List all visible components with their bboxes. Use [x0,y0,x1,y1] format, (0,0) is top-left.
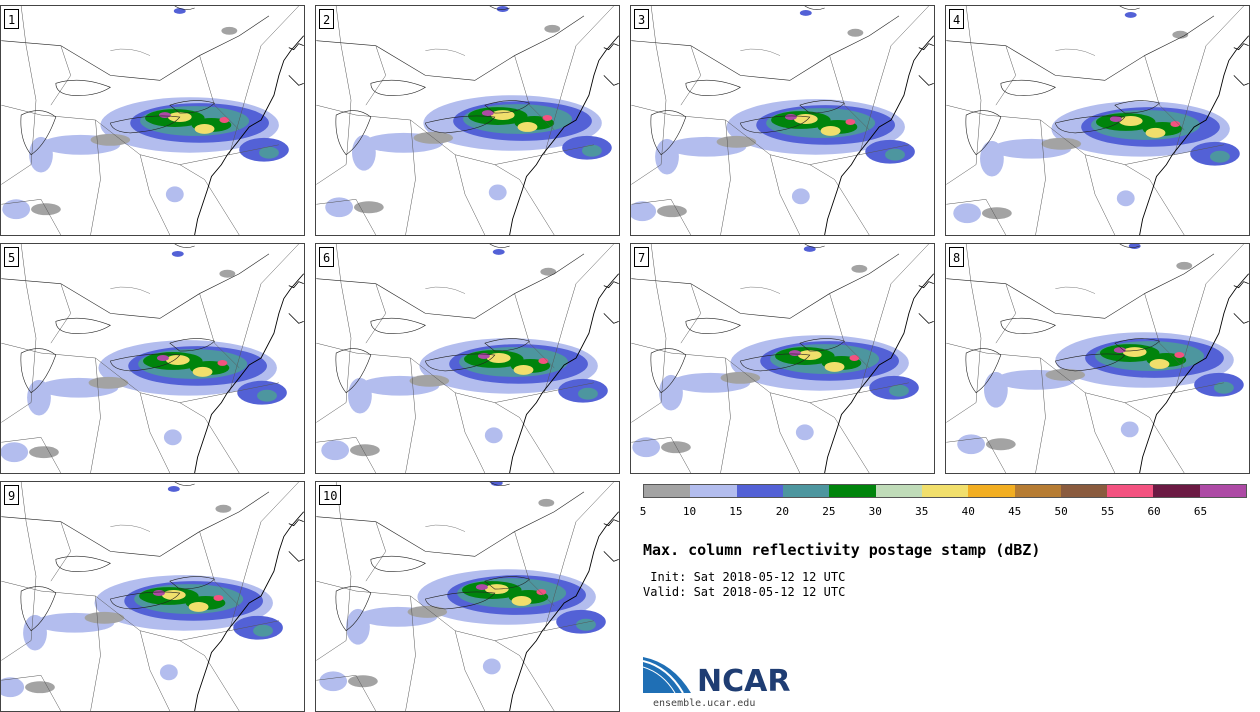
ensemble-member-panel: 7 [630,243,935,474]
colorbar-segment [1153,485,1200,497]
colorbar-segment [1107,485,1154,497]
ensemble-member-panel: 3 [630,5,935,236]
colorbar-tick: 5 [639,505,647,518]
member-number-label: 9 [4,485,20,505]
colorbar-tick: 35 [915,505,929,518]
colorbar-tick: 15 [729,505,743,518]
figure-title: Max. column reflectivity postage stamp (… [643,541,1041,559]
ensemble-member-panel: 2 [315,5,620,236]
ensemble-member-panel: 9 [0,481,305,712]
colorbar-segment [829,485,876,497]
member-number-label: 10 [319,485,342,505]
colorbar-segment [690,485,737,497]
colorbar-segment [1199,485,1247,497]
member-number-label: 5 [4,247,20,267]
member-number-label: 8 [949,247,965,267]
valid-time: Valid: Sat 2018-05-12 12 UTC [643,585,846,599]
colorbar-segment [782,485,830,497]
reflectivity-map [316,6,619,235]
ensemble-member-panel: 4 [945,5,1250,236]
reflectivity-map [1,6,304,235]
colorbar-tick: 45 [1008,505,1022,518]
init-time: Init: Sat 2018-05-12 12 UTC [643,570,846,584]
member-number-label: 4 [949,9,965,29]
ensemble-member-panel: 8 [945,243,1250,474]
colorbar-segment [968,485,1015,497]
reflectivity-map [1,482,304,711]
colorbar-segment [875,485,922,497]
source-url: ensemble.ucar.edu [653,698,756,709]
colorbar-segment [1014,485,1061,497]
member-number-label: 7 [634,247,650,267]
colorbar-segment [1060,485,1108,497]
reflectivity-map [946,244,1249,473]
colorbar-segment [921,485,969,497]
colorbar-tick: 65 [1193,505,1208,518]
ensemble-member-panel: 10 [315,481,620,712]
member-number-label: 2 [319,9,335,29]
colorbar-tick: 40 [961,505,975,518]
ensemble-member-panel: 1 [0,5,305,236]
colorbar-segment [736,485,783,497]
member-number-label: 6 [319,247,335,267]
colorbar-tick: 60 [1147,505,1161,518]
member-number-label: 3 [634,9,650,29]
reflectivity-map [316,482,619,711]
colorbar-tick-labels: 5 10 15 20 25 30 35 40 45 50 55 60 65 [639,505,1247,519]
reflectivity-map [631,244,934,473]
reflectivity-map [631,6,934,235]
colorbar-tick: 55 [1100,505,1115,518]
colorbar-tick: 20 [775,505,789,518]
ensemble-member-panel: 6 [315,243,620,474]
reflectivity-map [946,6,1249,235]
member-number-label: 1 [4,9,20,29]
colorbar-segment [644,485,691,497]
colorbar-tick: 25 [822,505,836,518]
ncar-logo-text: NCAR [697,664,791,699]
colorbar-tick: 50 [1054,505,1068,518]
colorbar-tick: 10 [682,505,697,518]
reflectivity-map [1,244,304,473]
ncar-logo-icon [643,657,691,694]
reflectivity-map [316,244,619,473]
ensemble-member-panel: 5 [0,243,305,474]
colorbar-tick: 30 [868,505,882,518]
reflectivity-colorbar [643,484,1247,498]
